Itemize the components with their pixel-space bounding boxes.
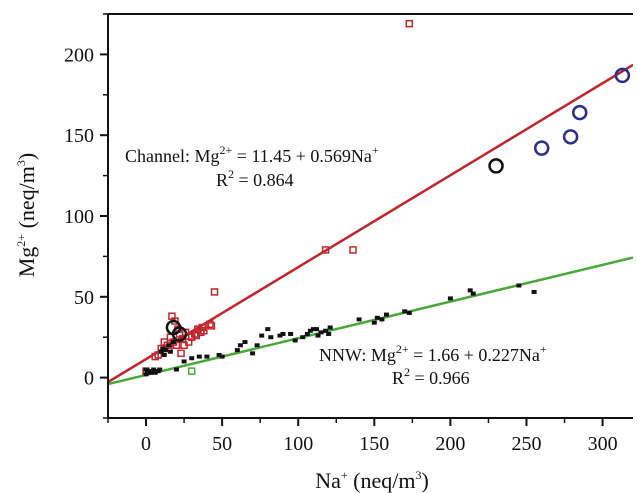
data-point-filled-square — [371, 320, 377, 325]
data-point-filled-square — [313, 327, 319, 332]
data-point-filled-square — [216, 352, 222, 357]
y-tick-label: 150 — [64, 125, 94, 147]
data-point-filled-square — [531, 289, 537, 294]
data-point-filled-square — [374, 315, 380, 320]
data-point-open-circle — [533, 140, 550, 156]
data-point-open-square — [177, 349, 185, 358]
data-point-filled-square — [356, 317, 362, 322]
data-point-filled-square — [323, 328, 329, 333]
data-point-filled-square — [219, 354, 225, 359]
data-point-filled-square — [237, 343, 243, 348]
data-point-filled-square — [143, 367, 149, 372]
y-axis-title: Mg2+ (neq/m3) — [14, 153, 39, 278]
x-tick-label: 150 — [359, 433, 389, 455]
data-point-filled-square — [280, 331, 286, 336]
data-point-filled-square — [158, 349, 164, 354]
data-point-filled-square — [406, 310, 412, 315]
fit-line-nnw — [108, 256, 633, 386]
data-point-open-square — [200, 326, 208, 335]
data-point-filled-square — [173, 367, 179, 372]
data-point-open-square — [210, 288, 219, 296]
data-point-open-square — [172, 341, 181, 350]
x-tick-label: 100 — [283, 433, 313, 455]
data-point-filled-square — [379, 317, 385, 322]
data-point-open-circle — [571, 104, 588, 121]
y-tick-label: 50 — [74, 287, 94, 309]
data-point-filled-square — [326, 331, 332, 336]
data-point-filled-square — [447, 296, 453, 301]
data-point-filled-square — [310, 327, 316, 332]
data-point-open-square — [349, 246, 357, 254]
data-point-filled-square — [292, 338, 298, 343]
data-point-filled-square — [402, 309, 408, 314]
x-tick-label: 200 — [435, 433, 465, 455]
data-point-filled-square — [163, 348, 169, 353]
data-point-filled-square — [189, 356, 195, 361]
data-point-open-square — [206, 320, 214, 329]
x-axis-title: Na+ (neq/m3) — [315, 468, 429, 493]
data-point-filled-square — [304, 331, 310, 336]
data-point-open-square — [207, 322, 216, 330]
data-point-filled-square — [327, 325, 333, 330]
data-point-filled-square — [277, 333, 283, 338]
data-point-filled-square — [254, 343, 260, 348]
data-point-filled-square — [242, 340, 248, 345]
data-point-filled-square — [265, 327, 271, 332]
data-point-open-circle — [562, 129, 579, 145]
y-tick-label: 200 — [64, 44, 94, 66]
data-point-filled-square — [234, 348, 240, 353]
data-point-filled-square — [151, 367, 157, 372]
nnw-equation: NNW: Mg2+ = 1.66 + 0.227Na+ — [319, 342, 547, 365]
data-point-filled-square — [470, 291, 476, 296]
x-tick-label: 50 — [212, 433, 232, 455]
data-point-filled-square — [268, 335, 274, 340]
data-point-filled-square — [307, 328, 313, 333]
data-point-filled-square — [259, 333, 265, 338]
data-point-open-circle — [614, 67, 631, 84]
nnw-r-squared: R2 = 0.966 — [392, 365, 470, 388]
data-point-open-circle — [171, 326, 188, 342]
data-point-filled-square — [288, 331, 294, 336]
y-tick-label: 0 — [84, 368, 94, 390]
data-point-filled-square — [318, 330, 324, 335]
data-point-filled-square — [157, 367, 163, 372]
data-point-filled-square — [315, 333, 321, 338]
x-tick-label: 0 — [141, 433, 151, 455]
channel-r-squared: R2 = 0.864 — [216, 167, 294, 190]
data-point-filled-square — [250, 351, 256, 356]
y-tick-label: 100 — [64, 206, 94, 228]
data-point-filled-square — [181, 359, 187, 364]
data-point-filled-square — [383, 312, 389, 317]
channel-equation: Channel: Mg2+ = 11.45 + 0.569Na+ — [125, 143, 379, 166]
data-point-filled-square — [196, 354, 202, 359]
data-point-filled-square — [516, 283, 522, 288]
data-point-filled-square — [170, 340, 176, 345]
data-point-filled-square — [160, 346, 166, 351]
data-point-open-square — [321, 246, 330, 254]
data-point-open-square — [187, 367, 196, 375]
data-point-filled-square — [166, 343, 172, 348]
data-point-filled-square — [161, 352, 167, 357]
data-point-filled-square — [204, 354, 210, 359]
data-point-open-square — [405, 19, 414, 28]
x-tick-label: 250 — [511, 433, 541, 455]
data-point-filled-square — [167, 349, 173, 354]
data-point-filled-square — [300, 335, 306, 340]
data-point-open-circle — [488, 158, 504, 174]
data-point-filled-square — [467, 288, 473, 293]
x-tick-label: 300 — [588, 433, 618, 455]
